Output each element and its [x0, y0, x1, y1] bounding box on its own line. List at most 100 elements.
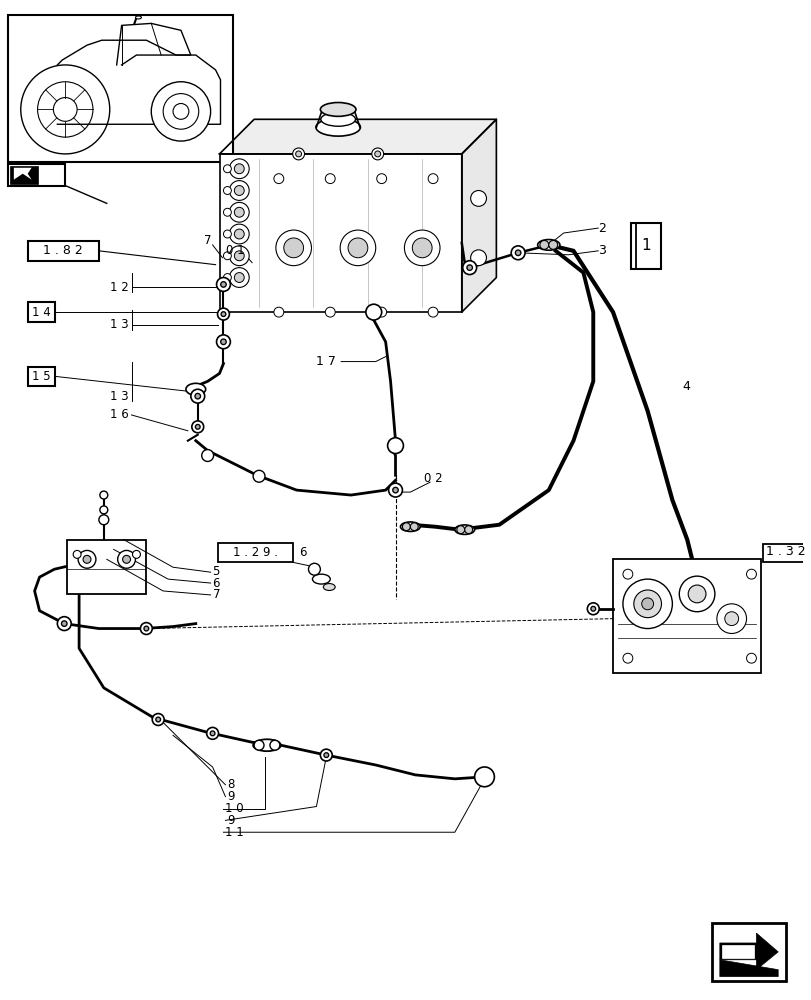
Circle shape — [140, 623, 152, 634]
Ellipse shape — [315, 118, 360, 136]
Circle shape — [221, 339, 226, 345]
Circle shape — [201, 450, 213, 461]
Circle shape — [679, 576, 714, 612]
Circle shape — [273, 174, 283, 184]
Circle shape — [622, 653, 632, 663]
Text: 1 1: 1 1 — [225, 826, 244, 839]
Circle shape — [217, 278, 230, 291]
Text: 8: 8 — [227, 778, 234, 791]
Circle shape — [590, 606, 595, 611]
Circle shape — [223, 165, 231, 173]
Circle shape — [234, 273, 244, 282]
Text: 1 0: 1 0 — [225, 802, 244, 815]
Circle shape — [132, 550, 140, 558]
Bar — [219, 154, 461, 312]
Circle shape — [325, 174, 335, 184]
Text: 1 3: 1 3 — [109, 318, 128, 331]
Circle shape — [387, 438, 403, 454]
Circle shape — [62, 621, 67, 626]
Ellipse shape — [312, 574, 330, 584]
Circle shape — [230, 202, 249, 222]
Circle shape — [376, 174, 386, 184]
Circle shape — [144, 626, 148, 631]
Circle shape — [295, 151, 301, 157]
Circle shape — [78, 550, 96, 568]
Circle shape — [470, 250, 486, 266]
Circle shape — [221, 312, 225, 316]
Circle shape — [156, 717, 161, 722]
Circle shape — [223, 208, 231, 216]
Bar — [217, 543, 292, 562]
Circle shape — [466, 265, 472, 270]
Text: 6: 6 — [299, 546, 307, 559]
Bar — [28, 367, 55, 386]
Circle shape — [376, 307, 386, 317]
Circle shape — [515, 250, 520, 256]
Circle shape — [457, 526, 464, 534]
Text: 9: 9 — [227, 814, 234, 827]
Circle shape — [254, 740, 264, 750]
Circle shape — [73, 550, 81, 558]
Circle shape — [586, 603, 599, 615]
Text: 1 3: 1 3 — [109, 390, 128, 403]
Circle shape — [230, 159, 249, 179]
Circle shape — [641, 598, 653, 610]
Circle shape — [217, 335, 230, 349]
Circle shape — [223, 252, 231, 260]
Text: 1 . 3 2: 1 . 3 2 — [766, 545, 805, 558]
Circle shape — [366, 304, 381, 320]
Bar — [762, 544, 811, 562]
Circle shape — [622, 579, 672, 629]
Circle shape — [21, 65, 109, 154]
Circle shape — [173, 103, 189, 119]
Circle shape — [371, 148, 383, 160]
Circle shape — [325, 307, 335, 317]
Text: 7: 7 — [204, 234, 211, 247]
Bar — [8, 15, 233, 162]
Circle shape — [269, 740, 280, 750]
Text: 1 . 8 2: 1 . 8 2 — [43, 244, 83, 257]
Circle shape — [234, 251, 244, 261]
Circle shape — [622, 569, 632, 579]
Ellipse shape — [253, 739, 281, 751]
Text: 1 5: 1 5 — [32, 370, 51, 383]
Circle shape — [308, 563, 320, 575]
Ellipse shape — [400, 522, 420, 531]
Circle shape — [253, 470, 264, 482]
Bar — [8, 164, 65, 186]
Circle shape — [163, 94, 199, 129]
Bar — [67, 540, 146, 594]
Bar — [711, 923, 785, 981]
Polygon shape — [719, 933, 777, 970]
Circle shape — [122, 555, 131, 563]
Text: 4: 4 — [681, 380, 689, 393]
Polygon shape — [721, 945, 753, 958]
Circle shape — [195, 393, 200, 399]
Circle shape — [348, 238, 367, 258]
Circle shape — [292, 148, 304, 160]
Circle shape — [210, 731, 215, 736]
Circle shape — [375, 151, 380, 157]
Bar — [612, 559, 761, 673]
Circle shape — [230, 268, 249, 287]
Circle shape — [230, 181, 249, 200]
Circle shape — [234, 207, 244, 217]
Circle shape — [223, 230, 231, 238]
Circle shape — [324, 753, 328, 757]
Ellipse shape — [320, 103, 355, 116]
Circle shape — [745, 569, 756, 579]
Circle shape — [724, 612, 738, 626]
Bar — [28, 241, 99, 261]
Circle shape — [340, 230, 375, 266]
Ellipse shape — [323, 584, 335, 590]
Text: 5: 5 — [212, 565, 220, 578]
Text: 9: 9 — [227, 790, 234, 803]
Text: 2: 2 — [598, 222, 605, 235]
Text: 1 6: 1 6 — [109, 408, 128, 421]
Text: 0 2: 0 2 — [423, 472, 442, 485]
Polygon shape — [219, 119, 496, 154]
Polygon shape — [14, 168, 32, 180]
Circle shape — [234, 229, 244, 239]
Circle shape — [273, 307, 283, 317]
Circle shape — [152, 714, 164, 725]
